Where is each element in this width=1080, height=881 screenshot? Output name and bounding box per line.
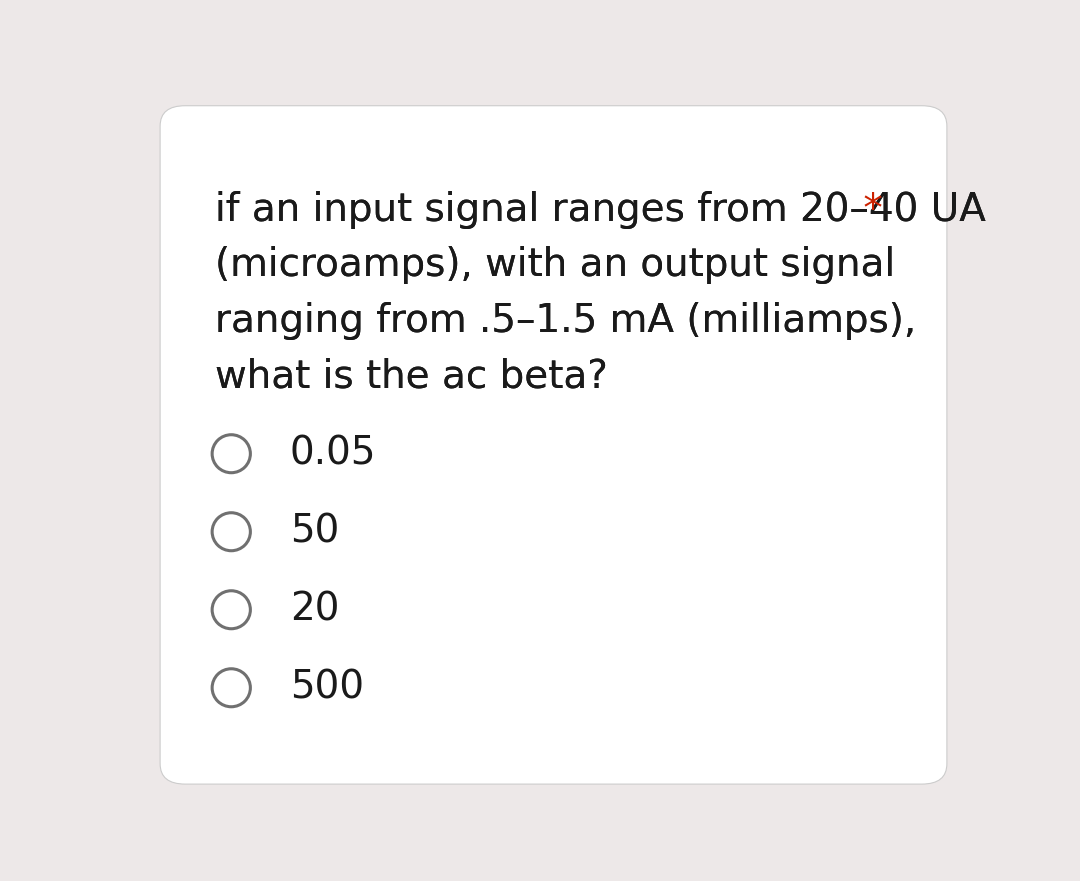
Text: 500: 500 <box>289 669 364 707</box>
Ellipse shape <box>212 669 251 707</box>
Ellipse shape <box>212 434 251 473</box>
Text: (microamps), with an output signal: (microamps), with an output signal <box>215 246 894 285</box>
Text: ranging from .5–1.5 mA (milliamps),: ranging from .5–1.5 mA (milliamps), <box>215 302 916 340</box>
Text: 50: 50 <box>289 513 339 551</box>
Text: 20: 20 <box>289 591 339 629</box>
Text: *: * <box>851 190 882 228</box>
Ellipse shape <box>212 591 251 629</box>
Text: what is the ac beta?: what is the ac beta? <box>215 358 607 396</box>
Text: if an input signal ranges from 20–40 UA *: if an input signal ranges from 20–40 UA … <box>215 190 1017 228</box>
FancyBboxPatch shape <box>160 106 947 784</box>
Text: (microamps), with an output signal: (microamps), with an output signal <box>215 246 894 285</box>
Ellipse shape <box>212 513 251 551</box>
Text: ranging from .5–1.5 mA (milliamps),: ranging from .5–1.5 mA (milliamps), <box>215 302 916 340</box>
Text: 0.05: 0.05 <box>289 434 376 473</box>
Text: if an input signal ranges from 20–40 UA: if an input signal ranges from 20–40 UA <box>215 190 985 228</box>
Text: if an input signal ranges from 20–40 UA: if an input signal ranges from 20–40 UA <box>215 190 985 228</box>
Text: what is the ac beta?: what is the ac beta? <box>215 358 607 396</box>
